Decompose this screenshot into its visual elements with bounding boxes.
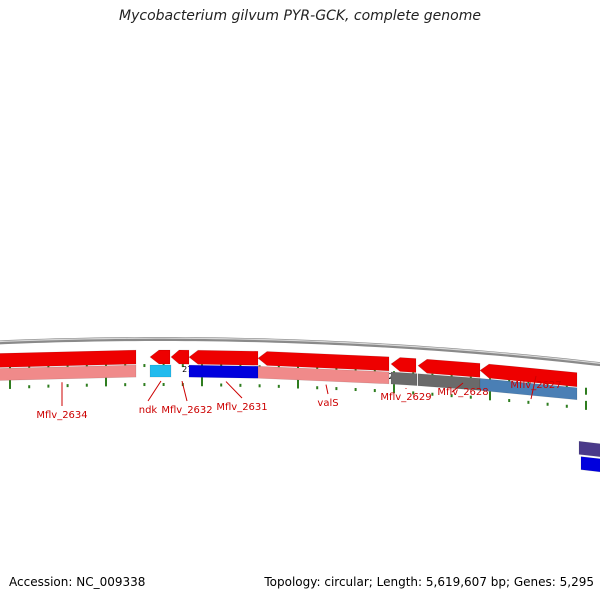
gene-label[interactable]: Mflv_2629 — [380, 392, 431, 403]
label-leaders — [61, 375, 537, 406]
gene-label[interactable]: Mflv_2628 — [437, 387, 488, 398]
feature-vals[interactable] — [257, 365, 390, 385]
feature-mflv-2627-outer[interactable] — [479, 363, 578, 388]
gene-label[interactable]: ndk — [139, 405, 158, 416]
label-leader-line — [181, 380, 188, 402]
feature-mflv-2627[interactable] — [479, 378, 578, 401]
gene-label[interactable]: Mflv_2631 — [216, 402, 267, 413]
feature-mflv-2629[interactable] — [390, 371, 418, 386]
label-leader-line — [325, 384, 329, 395]
feature-mflv-2634-outer[interactable] — [0, 349, 137, 368]
label-leader-line — [530, 375, 537, 400]
gene-label[interactable]: Mflv_2634 — [36, 410, 87, 421]
backbone-line — [0, 337, 600, 367]
gene-labels: Mflv_2634 ndk Mflv_2632 Mflv_2631 valS Mflv_2… — [36, 380, 561, 421]
feature-edge-blue[interactable] — [580, 456, 600, 473]
feature-mflv-2634-inner[interactable] — [0, 364, 137, 381]
gene-label[interactable]: valS — [317, 398, 338, 409]
feature-vals-outer[interactable] — [257, 351, 390, 372]
accession-text: Accession: NC_009338 — [9, 575, 146, 589]
feature-mflv-2628-outer[interactable] — [417, 358, 481, 378]
gene-label[interactable]: Mflv_2627 — [510, 380, 561, 391]
feature-mflv-2632[interactable] — [170, 349, 190, 365]
feature-mflv-2631[interactable] — [188, 364, 259, 379]
feature-ndk[interactable] — [149, 364, 172, 378]
label-leader-line — [451, 382, 464, 393]
feature-ndk-arrow[interactable] — [149, 349, 171, 365]
genome-title: Mycobacterium gilvum PYR-GCK, complete g… — [119, 8, 481, 24]
topology-summary: Topology: circular; Length: 5,619,607 bp… — [264, 575, 594, 589]
feature-mflv-2629-outer[interactable] — [390, 357, 417, 373]
genome-backbone — [0, 337, 600, 367]
gene-features — [0, 349, 600, 473]
gene-label[interactable]: Mflv_2632 — [161, 405, 212, 416]
backbone-highlight — [0, 337, 600, 364]
feature-mflv-2631-outer[interactable] — [188, 349, 259, 366]
label-leader-line — [147, 380, 162, 402]
label-leader-line — [225, 381, 243, 399]
feature-edge-purple[interactable] — [578, 440, 600, 458]
